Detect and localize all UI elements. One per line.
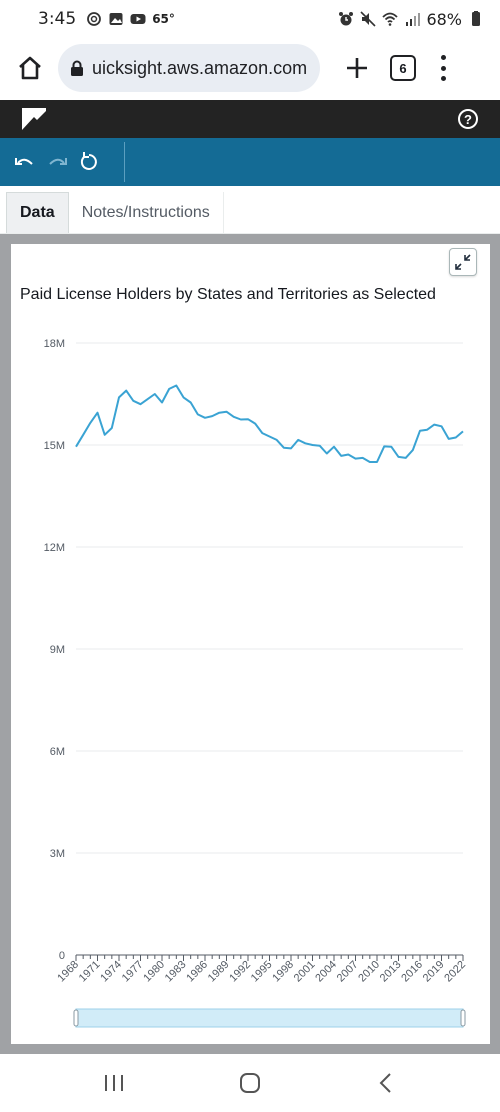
edit-toolbar xyxy=(0,138,500,186)
x-tick-label: 1986 xyxy=(184,959,210,985)
x-tick-label: 1992 xyxy=(227,959,253,985)
temperature: 65° xyxy=(152,12,175,26)
y-tick-label: 15M xyxy=(44,440,65,452)
browser-menu-button[interactable] xyxy=(438,55,448,81)
dot-icon xyxy=(440,76,446,81)
y-tick-label: 0 xyxy=(59,950,65,962)
y-tick-label: 9M xyxy=(50,644,65,656)
x-tick-label: 1968 xyxy=(55,959,81,985)
browser-toolbar: uicksight.aws.amazon.com 6 xyxy=(0,38,500,98)
scroll-handle-right[interactable] xyxy=(460,1009,466,1027)
y-tick-label: 12M xyxy=(44,542,65,554)
scroll-handle-left[interactable] xyxy=(73,1009,79,1027)
battery-level: 68% xyxy=(426,9,462,29)
tab-switcher-button[interactable]: 6 xyxy=(390,55,416,81)
sheet-tabs: Data Notes/Instructions xyxy=(0,186,500,234)
quicksight-logo-icon[interactable] xyxy=(22,108,46,130)
x-tick-label: 1971 xyxy=(77,959,103,985)
x-tick-label: 1977 xyxy=(120,959,146,985)
lock-icon xyxy=(71,60,83,76)
dot-icon xyxy=(440,65,446,71)
redo-icon xyxy=(49,158,67,165)
dot-icon xyxy=(440,55,446,60)
collapse-visual-button[interactable] xyxy=(449,248,477,276)
home-button[interactable] xyxy=(14,52,46,84)
mute-icon xyxy=(360,11,377,27)
undo-button[interactable] xyxy=(14,151,36,173)
scroll-range-bar[interactable] xyxy=(75,1008,464,1028)
line-chart-visual[interactable] xyxy=(11,244,490,1044)
x-tick-label: 2016 xyxy=(399,959,425,985)
battery-icon xyxy=(472,11,480,26)
x-tick-label: 1980 xyxy=(141,959,167,985)
tab-data[interactable]: Data xyxy=(6,192,69,233)
home-nav-button[interactable] xyxy=(237,1070,263,1096)
x-tick-label: 2013 xyxy=(378,959,404,985)
home-icon xyxy=(19,56,41,80)
recent-apps-button[interactable] xyxy=(101,1070,127,1096)
chart-title: Paid License Holders by States and Terri… xyxy=(20,286,436,303)
y-tick-label: 3M xyxy=(50,848,65,860)
gallery-icon xyxy=(109,13,123,25)
youtube-icon xyxy=(130,14,146,24)
collapse-icon xyxy=(455,254,471,270)
address-bar[interactable]: uicksight.aws.amazon.com xyxy=(58,44,320,92)
home-circle-icon xyxy=(240,1073,260,1093)
back-icon xyxy=(379,1073,391,1093)
x-tick-label: 2001 xyxy=(292,959,318,985)
reset-button[interactable] xyxy=(78,151,100,173)
threads-icon xyxy=(87,12,102,26)
x-tick-label: 2022 xyxy=(442,959,468,985)
x-tick-label: 2019 xyxy=(421,959,447,985)
plus-icon xyxy=(347,58,367,78)
url-text: uicksight.aws.amazon.com xyxy=(92,57,308,78)
x-tick-label: 2010 xyxy=(356,959,382,985)
help-button[interactable]: ? xyxy=(458,109,478,129)
alarm-icon xyxy=(339,12,354,26)
x-tick-label: 2004 xyxy=(313,959,339,985)
redo-button[interactable] xyxy=(46,151,68,173)
x-tick-label: 2007 xyxy=(335,959,361,985)
new-tab-button[interactable] xyxy=(342,53,372,83)
x-tick-label: 1983 xyxy=(163,959,189,985)
status-bar: 3:45 65° 68% xyxy=(0,0,500,38)
undo-icon xyxy=(15,158,33,165)
recents-icon xyxy=(105,1075,123,1091)
series-line xyxy=(75,384,464,463)
x-tick-label: 1989 xyxy=(206,959,232,985)
signal-icon xyxy=(406,13,421,26)
x-tick-label: 1998 xyxy=(270,959,296,985)
x-tick-label: 1995 xyxy=(249,959,275,985)
wifi-icon xyxy=(382,12,399,26)
system-navigation-bar xyxy=(0,1054,500,1112)
toolbar-divider xyxy=(124,142,125,182)
reset-icon xyxy=(80,152,97,170)
tab-notes-instructions[interactable]: Notes/Instructions xyxy=(69,192,224,233)
x-tick-label: 1974 xyxy=(98,959,124,985)
back-button[interactable] xyxy=(373,1070,399,1096)
clock: 3:45 xyxy=(38,9,77,29)
y-tick-label: 6M xyxy=(50,746,65,758)
y-tick-label: 18M xyxy=(44,338,65,350)
app-header: ? xyxy=(0,100,500,138)
